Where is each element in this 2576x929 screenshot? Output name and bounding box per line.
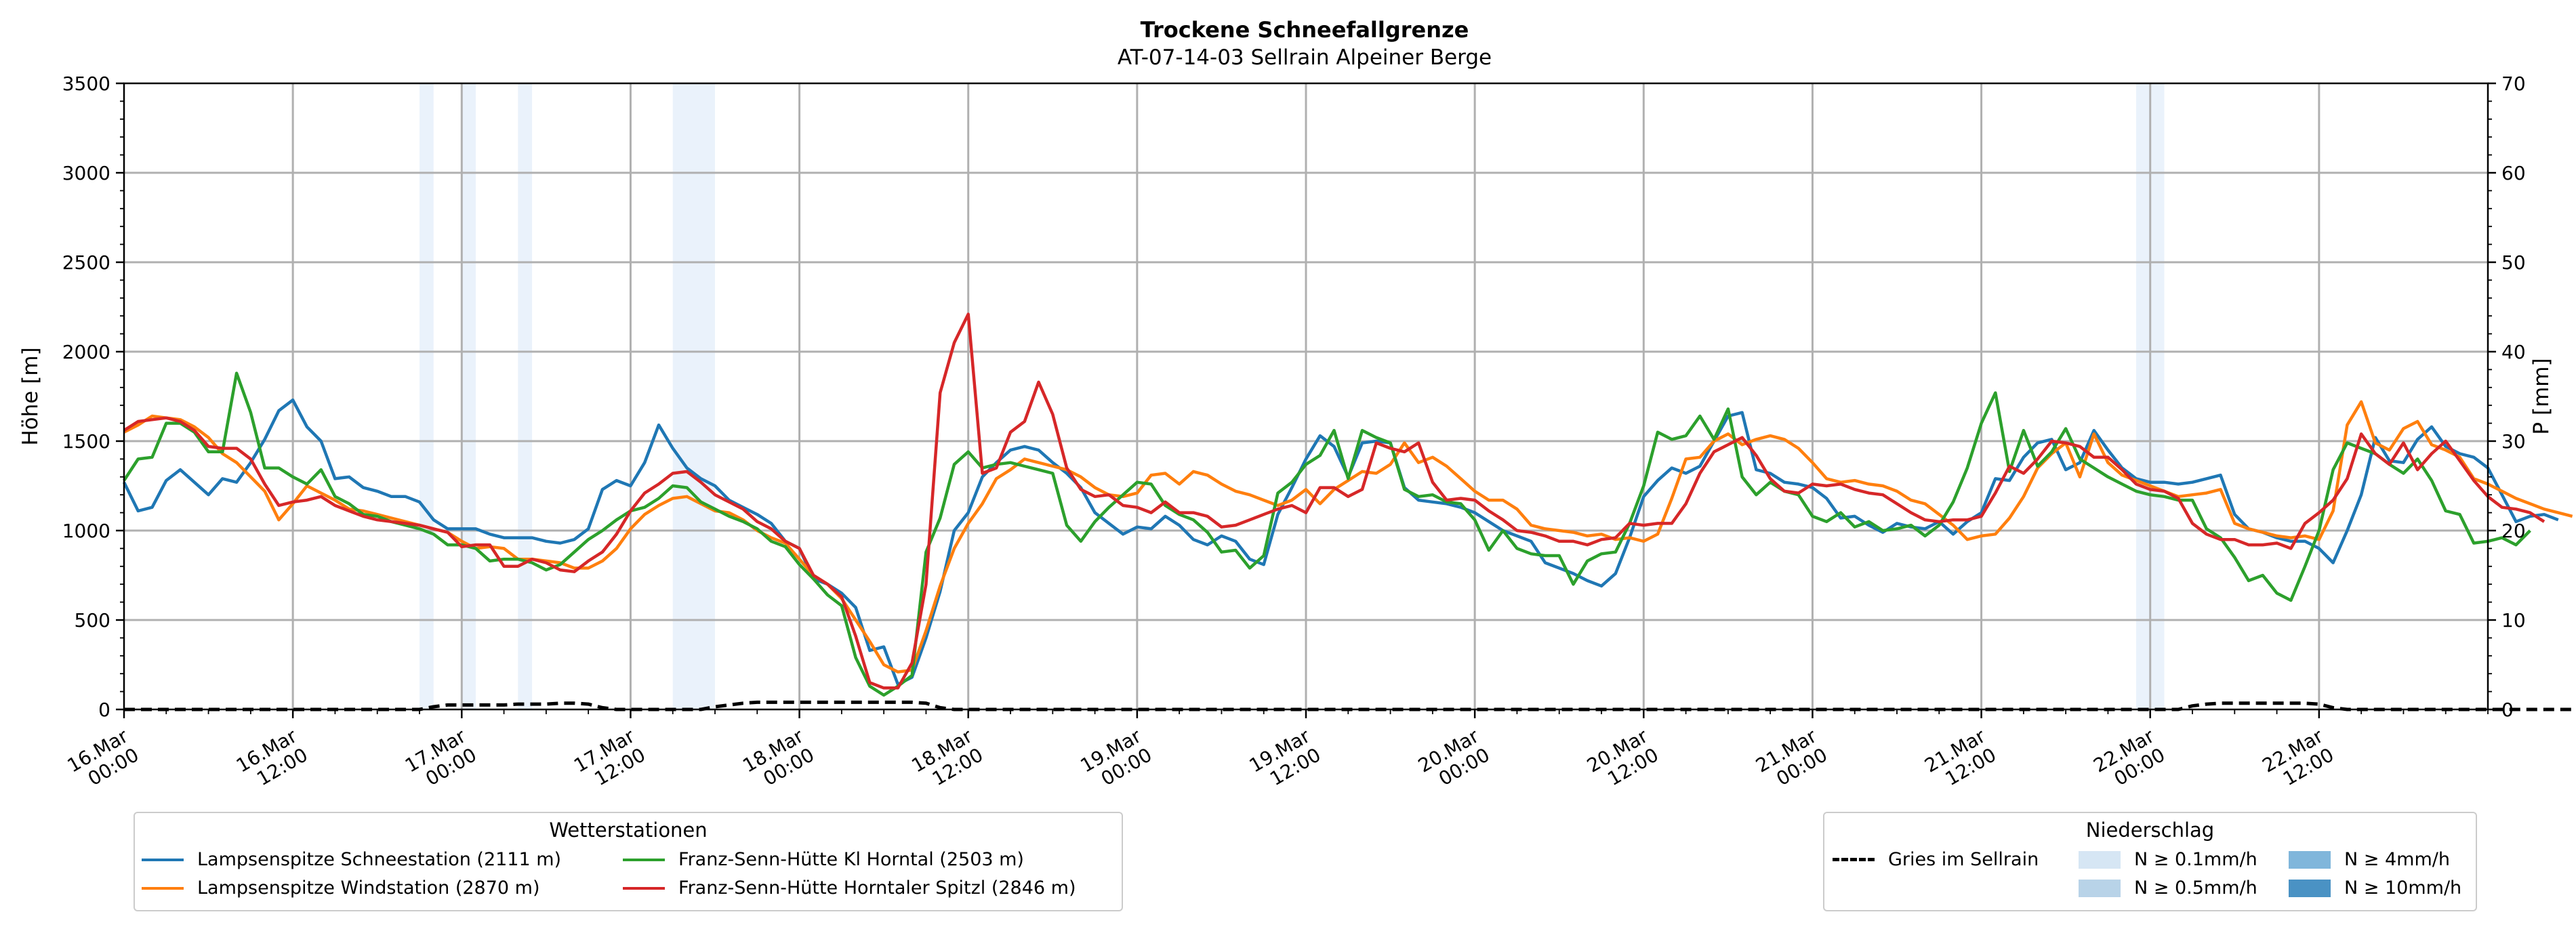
- series-line-3: [123, 312, 2546, 690]
- y-tick-label-7: 3500: [62, 73, 110, 95]
- legend-label: Franz-Senn-Hütte Horntaler Spitzl (2846 …: [678, 878, 1076, 899]
- legend-label: Lampsenspitze Windstation (2870 m): [197, 878, 540, 899]
- y-axis-ticks: 0 500 1000 1500 2000 2500 3000 3500: [62, 73, 124, 721]
- x-tick-label-3: 17.Mar12:00: [570, 724, 649, 796]
- y-tick-label-4: 2000: [62, 341, 110, 363]
- legend-precip-title: Niederschlag: [2085, 819, 2215, 842]
- precip-bands: [420, 83, 2165, 709]
- x-tick-label-12: 22.Mar00:00: [2089, 724, 2169, 796]
- legend-precip: Niederschlag Gries im Sellrain N ≥ 0.1mm…: [1823, 812, 2477, 911]
- series-line-2: [123, 371, 2531, 697]
- x-axis-ticks: 16.Mar00:00 16.Mar12:00 17.Mar00:00 17.Mar1…: [64, 709, 2489, 796]
- legend-line-icon: [623, 886, 665, 890]
- y2-axis-ticks: 0 10 20 30 40 50 60 70: [2488, 73, 2526, 721]
- color-patch-icon: [2289, 850, 2331, 869]
- x-tick-label-13: 22.Mar12:00: [2259, 724, 2338, 796]
- precip-band-2: [518, 83, 533, 709]
- legend-entry-station-2: Lampsenspitze Windstation (2870 m): [142, 878, 540, 899]
- y-axis-label: Höhe [m]: [18, 347, 43, 445]
- legend-entry-precip-10: N ≥ 10mm/h: [2289, 878, 2461, 899]
- legend-entry-precip-05: N ≥ 0.5mm/h: [2079, 878, 2257, 899]
- legend-label: Lampsenspitze Schneestation (2111 m): [197, 849, 562, 870]
- x-tick-label-2: 17.Mar00:00: [401, 724, 481, 796]
- grid-lines: [124, 83, 2488, 709]
- chart-title: Trockene Schneefallgrenze: [1141, 17, 1469, 43]
- y2-tick-label-6: 60: [2501, 162, 2526, 184]
- legend-entry-precip-4: N ≥ 4mm/h: [2289, 849, 2450, 870]
- series-lines: [122, 312, 2576, 711]
- series-line-1: [123, 400, 2573, 674]
- legend-label: Franz-Senn-Hütte Kl Horntal (2503 m): [678, 849, 1024, 870]
- precip-band-1: [462, 83, 476, 709]
- precip-band-3: [672, 83, 715, 709]
- legend-stations: Wetterstationen Lampsenspitze Schneestat…: [134, 812, 1123, 911]
- legend-label: N ≥ 0.5mm/h: [2134, 878, 2257, 899]
- x-tick-label-7: 19.Mar12:00: [1246, 724, 1325, 796]
- x-tick-label-10: 21.Mar00:00: [1752, 724, 1831, 796]
- legend-label: Gries im Sellrain: [1888, 849, 2039, 870]
- legend-label: N ≥ 4mm/h: [2344, 849, 2450, 870]
- y-tick-label-0: 0: [98, 699, 110, 721]
- legend-label: N ≥ 0.1mm/h: [2134, 849, 2257, 870]
- y2-tick-label-0: 0: [2501, 699, 2514, 721]
- y-tick-label-5: 2500: [62, 251, 110, 274]
- legend-line-icon: [142, 886, 184, 890]
- series-line-4: [124, 700, 2576, 711]
- y2-tick-label-1: 10: [2501, 609, 2526, 632]
- legend-entry-precip-01: N ≥ 0.1mm/h: [2079, 849, 2257, 870]
- x-tick-label-9: 20.Mar12:00: [1583, 724, 1662, 796]
- legend-stations-title: Wetterstationen: [549, 819, 708, 842]
- dashed-line-icon: [1833, 858, 1875, 861]
- y-tick-label-2: 1000: [62, 520, 110, 542]
- y2-tick-label-3: 30: [2501, 430, 2526, 453]
- legend-entry-station-4: Franz-Senn-Hütte Horntaler Spitzl (2846 …: [623, 878, 1076, 899]
- x-tick-label-4: 18.Mar00:00: [739, 724, 818, 796]
- color-patch-icon: [2079, 879, 2121, 897]
- legend-entry-station-1: Lampsenspitze Schneestation (2111 m): [142, 849, 561, 870]
- y2-tick-label-4: 40: [2501, 341, 2526, 363]
- y-tick-label-3: 1500: [62, 430, 110, 453]
- x-tick-label-5: 18.Mar12:00: [907, 724, 987, 796]
- legend-entry-gries: Gries im Sellrain: [1833, 849, 2039, 870]
- x-tick-label-8: 20.Mar00:00: [1414, 724, 1494, 796]
- precip-band-0: [420, 83, 434, 709]
- y2-axis-label: P [mm]: [2529, 358, 2554, 434]
- color-patch-icon: [2079, 850, 2121, 869]
- y-tick-label-1: 500: [75, 609, 110, 632]
- x-tick-label-1: 16.Mar12:00: [232, 724, 312, 796]
- y2-tick-label-5: 50: [2501, 251, 2526, 274]
- x-tick-label-11: 21.Mar12:00: [1921, 724, 2000, 796]
- legend-label: N ≥ 10mm/h: [2344, 878, 2462, 899]
- legend-entry-station-3: Franz-Senn-Hütte Kl Horntal (2503 m): [623, 849, 1024, 870]
- series-line-0: [122, 398, 2559, 686]
- chart-subtitle: AT-07-14-03 Sellrain Alpeiner Berge: [1118, 45, 1492, 70]
- color-patch-icon: [2289, 879, 2331, 897]
- x-tick-label-0: 16.Mar00:00: [64, 724, 143, 796]
- y2-tick-label-7: 70: [2501, 73, 2526, 95]
- y2-tick-label-2: 20: [2501, 520, 2526, 542]
- y-tick-label-6: 3000: [62, 162, 110, 184]
- x-tick-label-6: 19.Mar00:00: [1077, 724, 1156, 796]
- legend-line-icon: [623, 858, 665, 861]
- legend-line-icon: [142, 858, 184, 861]
